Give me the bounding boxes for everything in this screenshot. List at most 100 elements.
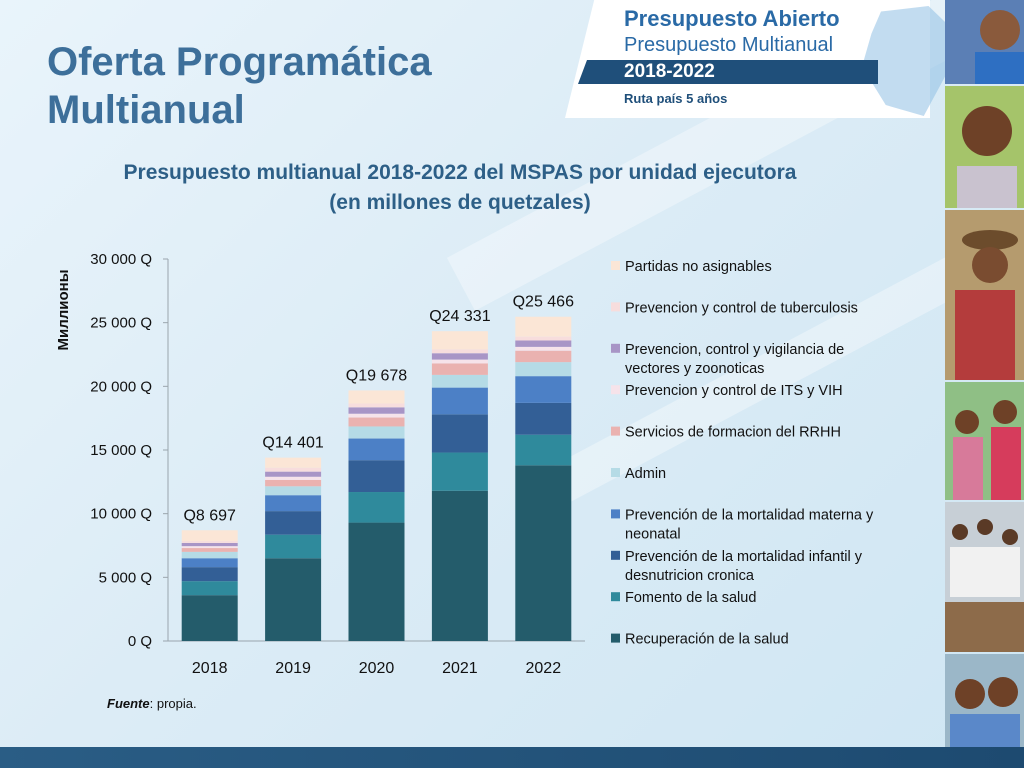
source-note: Fuente: propia. <box>107 696 197 711</box>
legend-label: Prevención de la mortalidad infantil y de… <box>625 549 863 584</box>
bar-segment <box>181 541 238 543</box>
legend-swatch <box>611 385 620 395</box>
bar-segment <box>348 426 405 439</box>
y-tick-label: 0 Q <box>128 633 152 650</box>
bar-segment <box>181 567 238 582</box>
bar-segment <box>515 402 572 435</box>
bar-segment <box>181 530 238 542</box>
bar-segment <box>515 346 572 351</box>
y-tick-label: 20 000 Q <box>90 378 152 395</box>
legend-swatch <box>611 550 620 560</box>
bar-segment <box>515 336 572 341</box>
y-tick-label: 30 000 Q <box>90 251 152 268</box>
bar-segment <box>431 331 488 350</box>
bar-segment <box>431 359 488 364</box>
total-data-label: Q8 697 <box>183 507 236 524</box>
bar-segment <box>431 490 488 641</box>
banner-subtitle: Presupuesto Multianual <box>624 34 834 56</box>
bar-segment <box>431 363 488 375</box>
legend-swatch <box>611 343 620 353</box>
bar-segment <box>515 362 572 377</box>
y-axis-label: Миллионы <box>55 269 72 350</box>
legend-label: Recuperación de la salud <box>625 632 789 648</box>
legend-label: Servicios de formacion del RRHH <box>625 425 841 441</box>
bar-segment <box>431 414 488 453</box>
bar-segment <box>348 390 405 404</box>
photo-child-smiling <box>945 0 1024 84</box>
bar-segment <box>181 551 238 559</box>
x-tick-label: 2019 <box>275 660 311 677</box>
bar-segment <box>348 460 405 493</box>
bar-segment <box>265 471 322 477</box>
bar-segment <box>181 548 238 552</box>
bar-segment <box>431 374 488 388</box>
bar-segment <box>265 511 322 535</box>
photo-children-outdoors <box>945 382 1024 500</box>
source-text: : propia. <box>149 696 197 711</box>
chart-title-line1: Presupuesto multianual 2018-2022 del MSP… <box>123 161 797 184</box>
x-tick-label: 2022 <box>526 660 562 677</box>
bar-segment <box>515 316 572 337</box>
bar-segment <box>181 581 238 596</box>
legend-swatch <box>611 633 620 643</box>
bar-segment <box>348 417 405 427</box>
y-tick-label: 15 000 Q <box>90 442 152 459</box>
bar-segment <box>265 476 322 480</box>
bar-segment <box>181 542 238 547</box>
bar-segment <box>431 387 488 415</box>
x-tick-label: 2020 <box>359 660 395 677</box>
bar-segment <box>265 486 322 496</box>
total-data-label: Q19 678 <box>346 367 407 384</box>
bar-segment <box>181 558 238 568</box>
legend-label: Fomento de la salud <box>625 590 756 606</box>
x-tick-label: 2021 <box>442 660 478 677</box>
legend-swatch <box>611 302 620 312</box>
bar-segment <box>348 492 405 523</box>
bar-segment <box>431 353 488 360</box>
legend-swatch <box>611 592 620 602</box>
legend-swatch <box>611 261 620 270</box>
bar-segment <box>265 534 322 559</box>
bar-segment <box>265 479 322 487</box>
bar-segment <box>265 558 322 641</box>
slide-title-line1: Oferta Programática <box>47 40 432 84</box>
legend-label: Prevencion y control de tuberculosis <box>625 300 858 316</box>
legend-label: Prevención de la mortalidad materna y neo… <box>625 507 874 542</box>
total-data-label: Q24 331 <box>429 308 490 325</box>
legend-label: Admin <box>625 466 666 482</box>
y-tick-label: 10 000 Q <box>90 506 152 523</box>
legend-swatch <box>611 468 620 477</box>
total-data-label: Q25 466 <box>513 294 574 311</box>
banner-tagline: Ruta país 5 años <box>624 91 728 106</box>
photo-children-group <box>945 654 1024 747</box>
legend-swatch <box>611 509 620 519</box>
total-data-label: Q14 401 <box>262 435 323 452</box>
photo-classroom <box>945 502 1024 652</box>
banner-years: 2018-2022 <box>624 61 715 82</box>
bar-segment <box>515 376 572 403</box>
footer-bar <box>0 747 1024 768</box>
bar-segment <box>265 495 322 512</box>
bar-segment <box>265 457 322 468</box>
legend-label: Prevencion y control de ITS y VIH <box>625 383 843 399</box>
photo-girl-laughing <box>945 86 1024 208</box>
bar-segment <box>431 349 488 354</box>
photo-elderly-man <box>945 210 1024 380</box>
legend-swatch <box>611 426 620 436</box>
bar-segment <box>515 340 572 347</box>
legend-label: Partidas no asignables <box>625 259 772 275</box>
bar-segment <box>515 350 572 363</box>
bar-segment <box>431 452 488 491</box>
bar-segment <box>515 465 572 641</box>
x-tick-label: 2018 <box>192 660 228 677</box>
bar-segment <box>265 467 322 472</box>
bar-segment <box>348 407 405 414</box>
banner-title: Presupuesto Abierto <box>624 6 840 31</box>
bar-segment <box>348 403 405 408</box>
bar-segment <box>181 595 238 641</box>
y-tick-label: 5 000 Q <box>99 569 152 586</box>
slide-title: Oferta Programática Multianual <box>47 38 432 134</box>
source-label: Fuente <box>107 696 150 711</box>
bar-segment <box>348 413 405 418</box>
